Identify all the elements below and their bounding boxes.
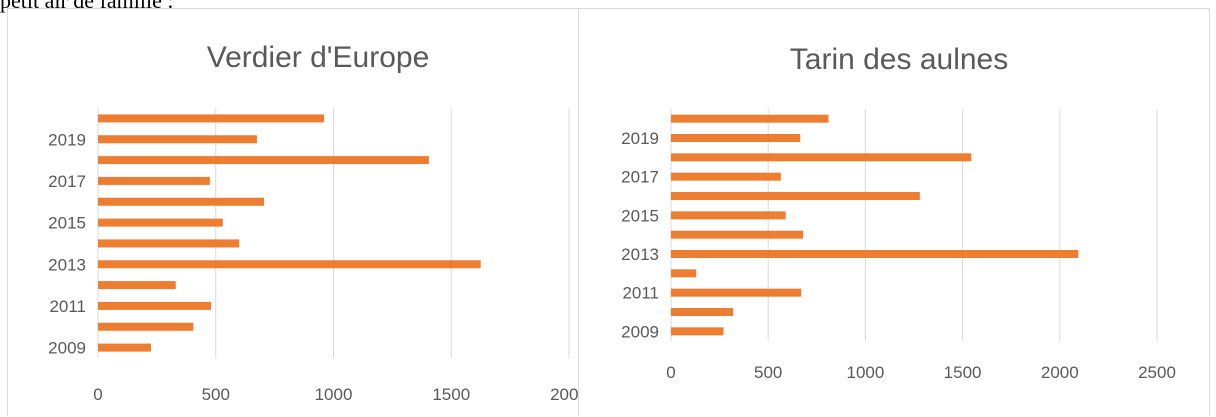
y-tick-label: 2019 [621,129,659,148]
bar-tarin-2016 [671,192,920,200]
bar-verdier-2014 [98,239,240,248]
bar-verdier-2010 [98,322,194,331]
bar-verdier-2019 [98,135,257,144]
x-tick-label: 500 [754,363,782,382]
bar-tarin-2015 [671,211,786,220]
chart-title: Tarin des aulnes [790,43,1008,76]
bar-verdier-2011 [98,301,212,310]
x-tick-label: 2000 [1041,363,1079,382]
bar-tarin-2017 [671,172,781,181]
bar-verdier-2020 [98,114,325,123]
bar-verdier-2017 [98,176,210,185]
y-tick-label: 2011 [622,284,659,303]
bar-verdier-2009 [98,343,151,352]
bar-tarin-2009 [671,327,724,336]
bar-tarin-2013 [671,250,1079,258]
bar-verdier-2013 [98,260,481,269]
x-tick-label: 500 [202,385,230,404]
bar-tarin-2020 [671,114,829,123]
x-tick-label: 0 [93,385,102,404]
bar-verdier-2015 [98,218,223,227]
x-tick-label: 1000 [315,385,353,404]
y-tick-label: 2015 [48,214,86,233]
y-tick-label: 2017 [621,168,659,187]
bar-verdier-2012 [98,281,176,290]
x-tick-label: 1500 [944,363,982,382]
y-tick-label: 2019 [48,130,86,149]
bar-tarin-2019 [671,134,801,142]
chart-tarin: Tarin des aulnes 0 500 1000 1500 2000 2500 2009… [578,8,1210,416]
y-tick-label: 2009 [48,339,86,358]
bar-tarin-2018 [671,153,972,162]
bar-verdier-2018 [98,156,429,165]
bar-tarin-2012 [671,269,697,278]
bar-tarin-2014 [671,230,804,239]
y-tick-label: 2015 [621,206,659,225]
y-tick-label: 2009 [621,322,659,341]
bar-tarin-2010 [671,308,734,316]
y-tick-label: 2017 [48,172,86,191]
x-tick-label: 1000 [846,363,884,382]
x-tick-label: 0 [666,363,675,382]
bar-verdier-2016 [98,197,265,206]
chart-title: Verdier d'Europe [207,41,430,74]
chart-tarin-svg: Tarin des aulnes 0 500 1000 1500 2000 2500 2009… [621,43,1176,382]
y-tick-label: 2013 [621,245,659,264]
x-tick-label: 2500 [1138,363,1176,382]
bar-tarin-2011 [671,288,802,297]
y-tick-label: 2011 [49,297,86,316]
x-tick-label: 1500 [432,385,470,404]
y-tick-label: 2013 [48,255,86,274]
chart-verdier: Verdier d'Europe 0 500 1000 1500 2000 2009 2011… [7,8,588,416]
